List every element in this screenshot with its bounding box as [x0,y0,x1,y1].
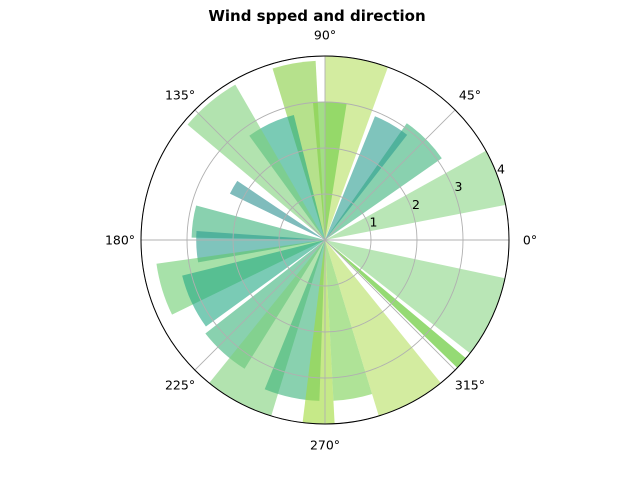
theta-grid-line [194,239,326,371]
wind-bar [264,240,325,401]
theta-tick-labels: 0° 45° 90° 135° 180° 225° 270° 315° [105,28,537,453]
theta-tick-label: 90° [314,28,336,43]
theta-tick-label: 315° [455,377,485,392]
wind-bar [229,180,325,240]
r-tick-label: 2 [412,197,420,212]
theta-grid-line [324,239,456,371]
grid-group [140,55,510,425]
theta-tick-label: 135° [165,88,195,103]
wind-bar [187,84,325,240]
theta-tick-label: 45° [459,88,481,103]
chart-title: Wind spped and direction [208,7,425,25]
theta-tick-label: 225° [165,377,195,392]
theta-tick-label: 180° [105,233,135,248]
r-tick-label: 4 [497,162,505,177]
wind-bar [191,205,325,240]
wind-bar [182,240,325,327]
r-tick-label: 1 [370,214,378,229]
theta-grid-line [324,109,456,241]
theta-tick-label: 270° [310,438,340,453]
outer-frame [140,55,510,425]
wind-bar [325,240,373,401]
wind-bar [325,240,505,354]
wind-bar [312,102,347,240]
wind-bar [325,240,441,416]
wind-bar [205,240,325,369]
wind-bar [325,150,506,240]
r-tick-label: 3 [455,179,463,194]
theta-grid-line [194,109,326,241]
wind-bar [325,240,466,368]
wind-bar [209,240,325,416]
theta-tick-label: 0° [523,233,537,248]
wind-bar [325,56,388,240]
r-tick-labels: 1 2 3 4 [370,162,505,230]
wind-bar [325,116,408,240]
